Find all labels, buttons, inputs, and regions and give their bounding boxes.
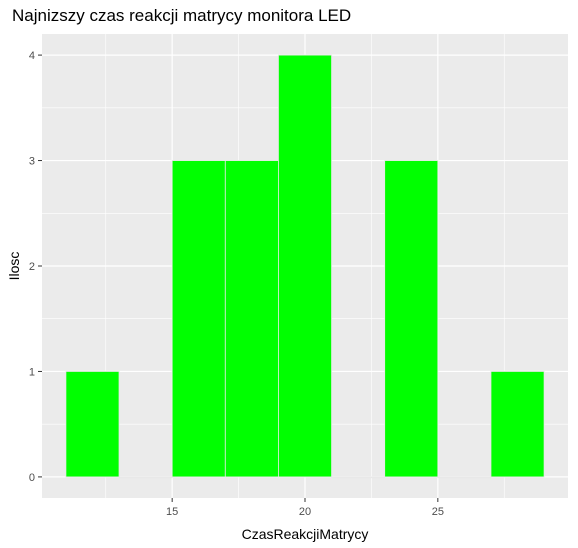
histogram-bars — [65, 54, 545, 479]
x-tick-label: 25 — [432, 506, 444, 518]
histogram-bar — [331, 476, 386, 479]
x-axis-title: CzasReakcjiMatrycy — [242, 526, 369, 542]
histogram-bar — [171, 160, 226, 478]
y-tick-label: 0 — [29, 472, 35, 484]
histogram-bar — [224, 160, 279, 478]
x-tick-label: 15 — [166, 506, 178, 518]
chart-title: Najnizszy czas reakcji matrycy monitora … — [12, 6, 352, 25]
histogram-bar — [384, 160, 439, 478]
histogram-bar — [118, 476, 173, 479]
histogram-bar — [437, 476, 492, 479]
histogram-bar — [65, 371, 120, 478]
y-tick-label: 3 — [29, 156, 35, 168]
y-axis-title: Ilosc — [6, 252, 22, 281]
x-axis: 15 20 25 — [166, 498, 444, 518]
y-tick-label: 4 — [29, 50, 35, 62]
y-tick-label: 2 — [29, 261, 35, 273]
y-tick-label: 1 — [29, 366, 35, 378]
x-tick-label: 20 — [299, 506, 311, 518]
y-axis: 0 1 2 3 4 — [29, 50, 42, 484]
histogram-bar — [278, 54, 332, 478]
histogram-bar — [490, 371, 545, 478]
